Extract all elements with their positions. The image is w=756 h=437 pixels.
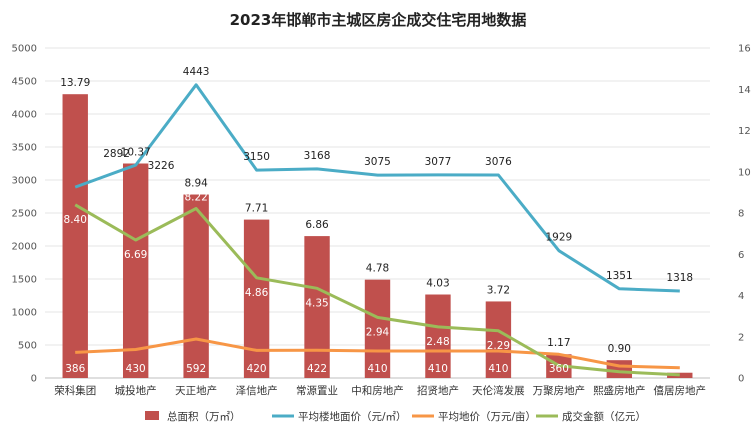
right-tick-label: 6	[738, 250, 744, 261]
bar-value-label: 13.79	[60, 77, 90, 89]
right-tick-label: 2	[738, 332, 744, 343]
line-value-label: 420	[247, 363, 267, 375]
bar-value-label: 1.17	[547, 337, 570, 349]
legend-label: 平均楼地面价（元/㎡）	[298, 410, 407, 423]
line-value-label: 3150	[243, 151, 270, 163]
line-value-label: 3077	[425, 156, 452, 168]
bar	[183, 194, 209, 378]
left-tick-label: 4500	[12, 77, 37, 88]
line-value-label: 2892	[103, 148, 130, 160]
bar-value-label: 10.37	[121, 147, 151, 159]
line-value-label: 6.69	[124, 249, 147, 261]
line-value-label: 2.48	[426, 336, 449, 348]
bar-value-label: 0.90	[608, 343, 631, 355]
left-tick-label: 2500	[12, 209, 37, 220]
legend: 总面积（万㎡） 平均楼地面价（元/㎡） 平均地价（万元/亩） 成交金额（亿元）	[145, 410, 646, 423]
line-value-label: 430	[126, 363, 146, 375]
line-value-label: 422	[307, 363, 327, 375]
line-value-label: 410	[428, 363, 448, 375]
bar	[364, 279, 391, 378]
bar	[485, 301, 512, 378]
line-value-label: 8.40	[64, 214, 87, 226]
bar-value-label: 3.72	[487, 284, 510, 296]
series-line	[74, 83, 680, 293]
bar-value-label: 4.78	[366, 263, 389, 275]
left-axis: 0 500 1000 1500 2000 2500 3000 3500 4000 4500 5000	[12, 44, 37, 385]
bar-value-label: 6.86	[305, 219, 329, 231]
category-label: 万聚房地产	[533, 384, 586, 397]
line-value-label: 1929	[545, 232, 572, 244]
right-tick-label: 0	[738, 374, 744, 385]
line-value-label: 3226	[148, 160, 175, 172]
category-label: 招贤地产	[417, 384, 459, 397]
line-value-label: 4.35	[305, 297, 328, 309]
left-tick-label: 1500	[12, 275, 37, 286]
category-label: 荣科集团	[54, 384, 96, 397]
left-tick-label: 0	[31, 374, 37, 385]
left-tick-label: 3000	[12, 176, 37, 187]
category-label: 中和房地产	[351, 384, 404, 397]
right-tick-label: 16	[738, 44, 751, 55]
line-value-label: 592	[186, 363, 206, 375]
line-value-label: 1318	[666, 272, 693, 284]
right-tick-label: 14	[738, 85, 751, 96]
line-value-label: 8.22	[184, 191, 207, 203]
line-series	[74, 83, 680, 377]
category-label: 天伦湾发展	[472, 384, 525, 397]
legend-label: 总面积（万㎡）	[167, 410, 241, 423]
bar	[243, 219, 270, 378]
category-axis: 荣科集团 城投地产 天正地产 泽信地产 常源置业 中和房地产 招贤地产 天伦湾发展 万聚房地产熙…	[54, 384, 706, 397]
bar	[304, 236, 330, 378]
left-tick-label: 2000	[12, 242, 37, 253]
line-value-label: 2.29	[487, 340, 510, 352]
line-value-label: 3076	[485, 156, 512, 168]
right-tick-label: 4	[738, 291, 744, 302]
category-label: 天正地产	[175, 384, 217, 397]
left-tick-label: 3500	[12, 143, 37, 154]
legend-swatch	[145, 411, 159, 420]
series-line	[75, 337, 680, 370]
line-value-label: 410	[488, 363, 508, 375]
line-value-label: 386	[65, 363, 85, 375]
category-label: 熙盛房地产	[593, 384, 646, 397]
left-tick-label: 500	[18, 341, 37, 352]
category-label: 僖居房地产	[654, 384, 707, 397]
right-tick-label: 8	[738, 209, 744, 220]
right-tick-label: 12	[738, 126, 751, 137]
bar	[122, 163, 149, 378]
bar-value-label: 7.71	[245, 203, 268, 215]
category-label: 城投地产	[115, 384, 157, 397]
left-tick-label: 4000	[12, 110, 37, 121]
category-label: 常源置业	[296, 384, 338, 397]
bar-value-label: 8.94	[184, 178, 208, 190]
line-value-label: 2.94	[366, 326, 390, 338]
bar	[62, 94, 88, 378]
line-value-label: 3075	[364, 156, 391, 168]
line-value-label: 1351	[606, 270, 633, 282]
bar-value-label: 4.03	[426, 278, 449, 290]
line-value-label: 180	[609, 351, 629, 363]
right-tick-label: 10	[738, 167, 751, 178]
line-value-label: 4443	[183, 66, 210, 78]
category-label: 泽信地产	[236, 384, 278, 397]
line-value-label: 410	[367, 363, 387, 375]
chart-title: 2023年邯郸市主城区房企成交住宅用地数据	[230, 11, 527, 29]
line-value-label: 4.86	[245, 287, 269, 299]
line-value-label: 360	[549, 363, 569, 375]
legend-label: 成交金额（亿元）	[562, 410, 646, 423]
left-tick-label: 1000	[12, 308, 37, 319]
bar	[425, 294, 451, 378]
data-labels: 13.79 10.37 8.94 7.71 6.86 4.78 4.03 3.72 1.17 0.…	[60, 66, 693, 375]
series-line	[74, 203, 680, 377]
left-tick-label: 5000	[12, 44, 37, 55]
right-axis: 0 2 4 6 8 10 12 14 16	[738, 44, 751, 385]
line-value-label: 3168	[304, 150, 331, 162]
legend-label: 平均地价（万元/亩）	[438, 410, 536, 423]
